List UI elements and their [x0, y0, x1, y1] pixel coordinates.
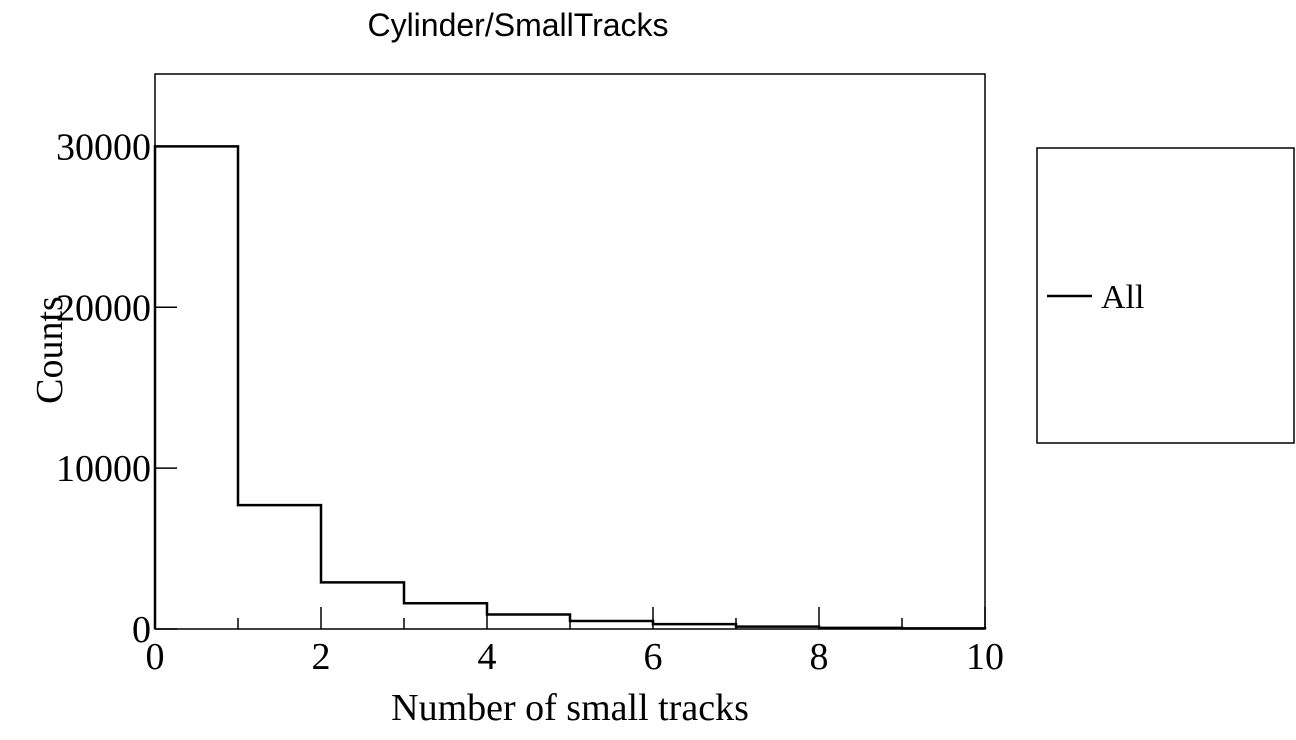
- x-axis: 0 2 4 6 8 10: [146, 607, 1004, 678]
- histogram-bin-3: [404, 603, 487, 629]
- histogram-bin-2: [321, 582, 404, 629]
- x-tick-label-0: 0: [146, 636, 165, 678]
- legend-box: [1036, 147, 1295, 444]
- y-axis-label: Counts: [29, 296, 71, 404]
- x-tick-label-1: 2: [312, 636, 331, 678]
- y-tick-label-1: 10000: [56, 448, 151, 490]
- y-tick-label-0: 0: [132, 609, 151, 651]
- histogram-bins: [155, 146, 985, 629]
- plot-frame: [154, 73, 986, 630]
- histogram-bin-4: [487, 615, 570, 629]
- histogram-outline: [153, 145, 987, 630]
- x-tick-label-4: 8: [810, 636, 829, 678]
- y-tick-label-3: 30000: [56, 126, 151, 168]
- y-tick-label-2: 20000: [56, 287, 151, 329]
- x-tick-label-3: 6: [644, 636, 663, 678]
- legend-label-all: All: [1101, 279, 1144, 316]
- y-axis: 0 10000 20000 30000: [56, 126, 177, 651]
- legend: All: [1036, 147, 1295, 444]
- histogram-bin-1: [238, 505, 321, 629]
- x-tick-label-2: 4: [478, 636, 497, 678]
- x-axis-label: Number of small tracks: [391, 687, 749, 729]
- histogram-bin-0: [155, 146, 238, 629]
- x-tick-label-5: 10: [966, 636, 1004, 678]
- chart-title: Cylinder/SmallTracks: [367, 7, 668, 43]
